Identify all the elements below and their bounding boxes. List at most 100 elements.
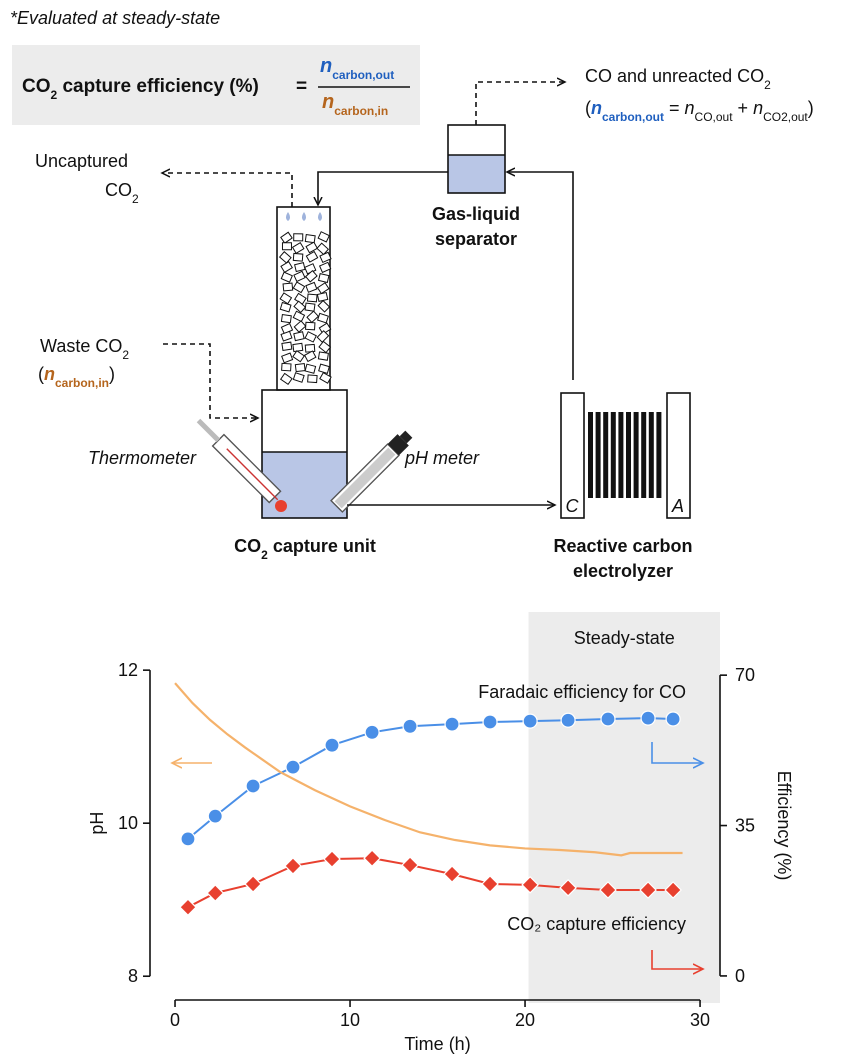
uncaptured-label: Uncaptured	[35, 151, 128, 171]
data-point	[639, 881, 657, 899]
data-point	[560, 712, 576, 728]
packing-piece	[281, 242, 292, 251]
ph-meter-label: pH meter	[404, 448, 480, 468]
data-point	[600, 711, 616, 727]
packing-piece	[304, 269, 318, 283]
packing-piece	[294, 261, 306, 273]
capture-unit-label: CO2 capture unit	[234, 536, 376, 562]
formula-box	[12, 45, 420, 125]
y-axis-title: pH	[87, 812, 107, 835]
separator-label: Gas-liquid	[432, 204, 520, 224]
y2-axis-title: Efficiency (%)	[774, 771, 794, 881]
packing-piece	[304, 233, 316, 244]
data-point	[665, 711, 681, 727]
packing-piece	[279, 372, 293, 386]
y2-tick-label: 70	[735, 665, 755, 685]
packing-piece	[280, 313, 292, 324]
capture-unit	[261, 389, 348, 519]
data-point	[323, 850, 341, 868]
packing-piece	[292, 310, 306, 323]
data-point	[285, 759, 301, 775]
y-tick-label: 8	[128, 966, 138, 986]
thermometer	[196, 418, 282, 504]
packing-piece	[292, 372, 305, 383]
formula-lhs: CO2 capture efficiency (%)	[22, 76, 259, 102]
data-point	[481, 875, 499, 893]
data-point	[207, 808, 223, 824]
electrolyzer-label: Reactive carbon	[553, 536, 692, 556]
data-point	[559, 878, 577, 897]
data-point	[402, 718, 418, 734]
stack-plate	[603, 412, 609, 498]
packing-piece	[281, 341, 293, 351]
packing-piece	[292, 281, 306, 294]
packing-piece	[280, 330, 293, 342]
packing-piece	[280, 231, 293, 244]
outlet-formula: (ncarbon,out = nCO,out + nCO2,out)	[585, 98, 814, 124]
cathode-label: C	[566, 496, 580, 516]
packing-piece	[280, 260, 293, 274]
formula-denominator: ncarbon,in	[322, 91, 388, 118]
packing-piece	[304, 302, 316, 312]
data-point	[284, 857, 302, 875]
packing-piece	[293, 300, 307, 314]
packing-piece	[292, 342, 304, 353]
packing-piece	[317, 231, 330, 243]
data-point	[244, 875, 262, 893]
packing-piece	[292, 350, 305, 363]
series-line	[174, 682, 683, 857]
data-point	[522, 713, 538, 729]
legend-arrow	[651, 742, 703, 763]
packing-piece	[305, 321, 316, 331]
data-point	[179, 898, 197, 917]
data-point	[482, 714, 498, 730]
data-point	[444, 716, 460, 732]
outlet-arrow	[475, 82, 565, 125]
droplets	[286, 212, 322, 221]
packing-piece	[316, 282, 330, 295]
x-axis-title: Time (h)	[404, 1034, 470, 1054]
anode-label: A	[671, 496, 684, 516]
electrolyzer-stack	[588, 412, 662, 498]
electrolyzer-label: electrolyzer	[573, 561, 673, 581]
liquid-return	[318, 171, 448, 205]
packing-piece	[317, 273, 330, 284]
separator-label: separator	[435, 229, 517, 249]
packing-piece	[304, 363, 317, 374]
electrolyzer-outlet	[507, 172, 574, 380]
packing-piece	[317, 299, 331, 313]
waste-arrow	[163, 343, 258, 418]
packing-piece	[282, 282, 294, 292]
x-tick-label: 30	[690, 1010, 710, 1030]
region-label: Steady-state	[574, 628, 675, 648]
uncaptured-label: CO2	[105, 180, 139, 206]
data-point	[664, 881, 682, 899]
packing-piece	[307, 374, 318, 384]
stack-plate	[595, 412, 601, 498]
cathode	[560, 392, 585, 519]
thermometer-label: Thermometer	[88, 448, 197, 468]
data-point	[521, 875, 539, 894]
packing-piece	[294, 363, 306, 373]
ph-meter	[330, 430, 413, 513]
packing	[278, 231, 332, 386]
data-point	[640, 710, 656, 726]
packing-piece	[293, 270, 306, 283]
packing-piece	[318, 322, 332, 335]
packing-piece	[304, 343, 316, 353]
packing-piece	[292, 252, 304, 262]
data-point	[363, 849, 381, 868]
separator	[447, 124, 506, 194]
data-point	[443, 865, 461, 883]
packing-piece	[316, 312, 329, 324]
packing-piece	[319, 371, 332, 384]
packing-piece	[304, 331, 317, 343]
y-tick-label: 12	[118, 660, 138, 680]
x-tick-label: 10	[340, 1010, 360, 1030]
legend-arrow	[651, 950, 703, 969]
stack-plate	[656, 412, 662, 498]
packing-piece	[293, 331, 305, 342]
separator-liquid	[448, 155, 505, 193]
thermometer-bulb	[275, 500, 287, 512]
